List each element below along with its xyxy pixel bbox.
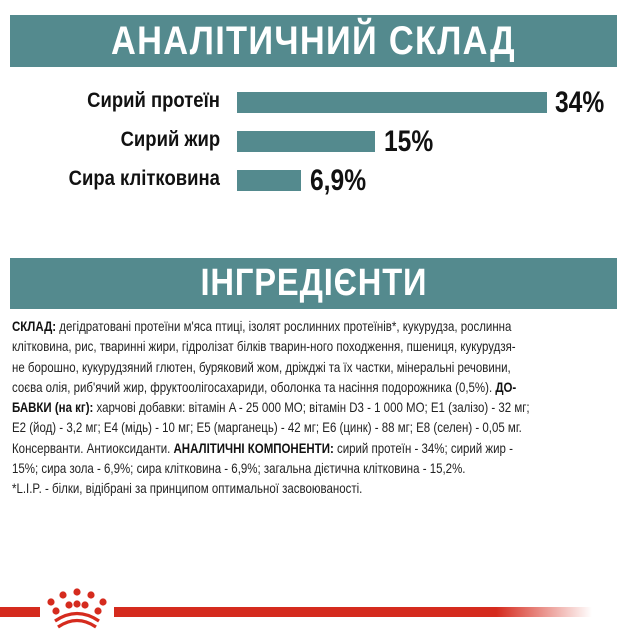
line-text: E2 (йод) - 3,2 мг; E4 (мідь) - 10 мг; E5… [12,419,522,436]
analysis-header: АНАЛІТИЧНИЙ СКЛАД [10,15,617,67]
line-text: не борошно, кукурудзяний глютен, буряков… [12,358,511,375]
analysis-row-fat: Сирий жир 15% [0,125,630,158]
ingredients-line: соєва олія, риб'ячий жир, фруктоолігосах… [12,377,516,397]
row-label: Сирий жир [120,128,220,151]
line-text: Консерванти. Антиоксиданти. [12,439,174,456]
ingredients-title: ІНГРЕДІЄНТИ [200,262,427,304]
ingredients-header: ІНГРЕДІЄНТИ [10,258,617,309]
row-label: Сирий протеїн [87,89,220,112]
fibre-bar [237,170,301,191]
ingredients-text: СКЛАД: дегідратовані протеїни м'яса птиц… [12,316,618,499]
row-value: 34% [555,86,605,119]
line-text: 15%; сира зола - 6,9%; сира клітковина -… [12,460,466,477]
brand-line-right [114,607,592,617]
line-text: дегідратовані протеїни м'яса птиці, ізол… [56,318,512,334]
ingredients-line: клітковина, рис, тваринні жири, гідроліз… [12,336,516,356]
protein-bar [237,92,547,113]
ingredients-line: 15%; сира зола - 6,9%; сира клітковина -… [12,458,509,478]
ingredients-line: БАВКИ (на кг): харчові добавки: вітамін … [12,397,530,417]
ingredients-line: Консерванти. Антиоксиданти. АНАЛІТИЧНІ К… [12,438,513,458]
ingredients-line: СКЛАД: дегідратовані протеїни м'яса птиц… [12,316,512,336]
brand-line-left [0,607,40,617]
analysis-row-fibre: Сира клітковина 6,9% [0,164,630,197]
row-value: 6,9% [310,164,367,197]
analysis-title: АНАЛІТИЧНИЙ СКЛАД [111,18,516,63]
ingredients-line: *L.I.P. - білки, відібрані за принципом … [12,478,509,498]
ingredients-line: не борошно, кукурудзяний глютен, буряков… [12,357,511,377]
line-text: харчові добавки: вітамін A - 25 000 МО; … [93,399,530,416]
composition-label: СКЛАД: [12,318,57,334]
royal-canin-crown-icon [47,588,107,629]
additives-label-start: ДО- [495,378,517,395]
fat-bar [237,131,375,152]
row-value: 15% [384,125,434,158]
row-label: Сира клітковина [68,167,220,190]
line-text: соєва олія, риб'ячий жир, фруктоолігосах… [12,378,496,395]
footnote-text: *L.I.P. - білки, відібрані за принципом … [12,480,363,497]
analytical-components-label: АНАЛІТИЧНІ КОМПОНЕНТИ: [173,439,334,456]
line-text: сирий протеїн - 34%; сирий жир - [333,439,513,456]
ingredients-line: E2 (йод) - 3,2 мг; E4 (мідь) - 10 мг; E5… [12,417,522,437]
analysis-row-protein: Сирий протеїн 34% [0,86,630,119]
line-text: клітковина, рис, тваринні жири, гідроліз… [12,338,516,355]
additives-label-end: БАВКИ (на кг): [12,399,94,416]
